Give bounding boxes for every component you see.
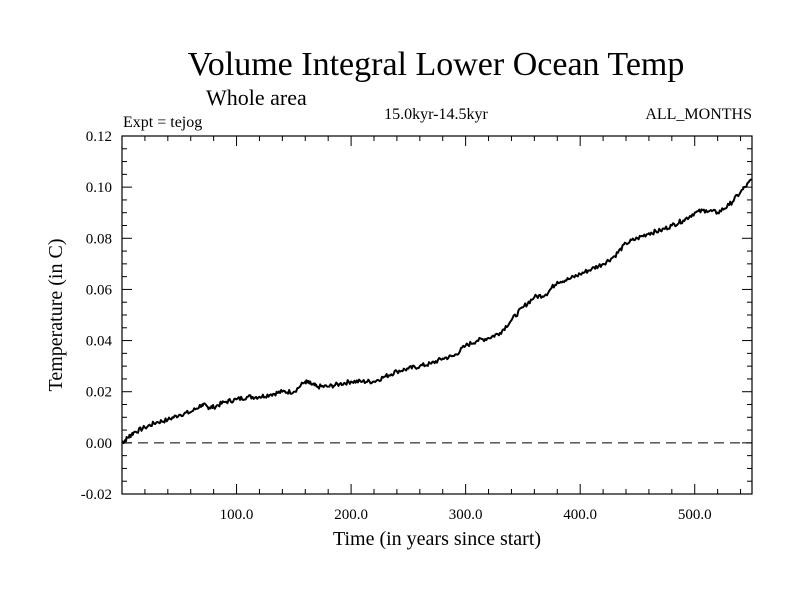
x-tick-label: 500.0	[678, 507, 712, 523]
chart-subtitle: Whole area	[206, 85, 307, 110]
series-line	[121, 178, 753, 445]
tick-labels: 100.0 200.0 300.0 400.0 500.0 -0.02 0.00 0.02 0.…	[81, 129, 712, 523]
plot-frame	[121, 135, 753, 495]
x-axis-label: Time (in years since start)	[333, 528, 541, 550]
months-label: ALL_MONTHS	[645, 106, 752, 123]
tick-marks	[122, 135, 752, 495]
chart-title: Volume Integral Lower Ocean Temp	[188, 46, 685, 83]
y-tick-label: -0.02	[81, 487, 112, 503]
x-tick-label: 200.0	[334, 507, 368, 523]
x-tick-label: 400.0	[563, 507, 597, 523]
y-axis-label: Temperature (in C)	[45, 239, 67, 392]
y-tick-label: 0.04	[86, 334, 113, 350]
y-tick-label: 0.10	[86, 180, 112, 196]
y-tick-label: 0.02	[86, 385, 112, 401]
y-tick-label: 0.00	[86, 436, 112, 452]
expt-label: Expt = tejog	[123, 114, 202, 131]
period-label: 15.0kyr-14.5kyr	[384, 106, 488, 123]
x-tick-label: 300.0	[449, 507, 483, 523]
y-tick-label: 0.08	[86, 231, 112, 247]
y-tick-label: 0.12	[86, 129, 112, 145]
y-tick-label: 0.06	[86, 282, 113, 298]
x-tick-label: 100.0	[220, 507, 254, 523]
